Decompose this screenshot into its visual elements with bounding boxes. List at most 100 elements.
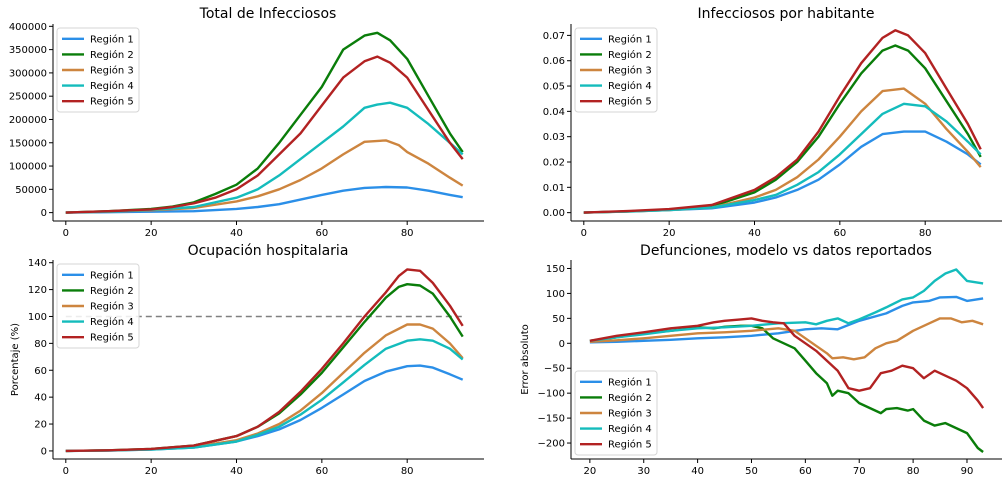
x-tick-label: 70 xyxy=(853,466,866,477)
y-tick-label: 50 xyxy=(552,314,565,325)
series-line xyxy=(65,268,464,453)
y-tick-label: 100000 xyxy=(9,162,47,173)
y-tick-label: 150 xyxy=(546,264,565,275)
y-tick-label: 0 xyxy=(41,446,47,457)
y-tick-label: 150000 xyxy=(9,138,47,149)
series-line xyxy=(65,139,464,214)
y-tick-label: 300000 xyxy=(9,68,47,79)
x-tick-label: 20 xyxy=(583,466,596,477)
x-tick-label: 0 xyxy=(63,228,69,239)
y-tick-label: 0.01 xyxy=(543,183,565,194)
y-tick-label: 400000 xyxy=(9,22,47,33)
y-tick-label: 350000 xyxy=(9,45,47,56)
legend-label: Región 3 xyxy=(90,301,134,313)
legend-box xyxy=(56,263,140,349)
series-line xyxy=(589,295,984,344)
y-tick-label: 120 xyxy=(28,285,47,296)
series-line xyxy=(583,102,982,214)
legend-label: Región 4 xyxy=(608,80,652,92)
series-line xyxy=(583,29,982,214)
legend-label: Región 5 xyxy=(90,96,134,108)
legend: Región 1 Región 2 Región 3 Región 4 Región 5 xyxy=(574,370,658,456)
legend-label: Región 5 xyxy=(608,96,652,108)
legend-box xyxy=(574,370,658,456)
y-tick-label: −200 xyxy=(538,439,565,450)
series-line xyxy=(589,317,985,409)
legend-label: Región 5 xyxy=(608,439,652,451)
chart-title: Defunciones, modelo vs datos reportados xyxy=(640,243,932,259)
chart-title: Infecciosos por habitante xyxy=(698,6,875,22)
y-tick-label: 0 xyxy=(41,208,47,219)
legend-label: Región 3 xyxy=(608,408,652,420)
series-line xyxy=(65,101,464,214)
y-tick-label: 60 xyxy=(34,366,47,377)
x-tick-label: 40 xyxy=(230,466,243,477)
legend-label: Región 1 xyxy=(90,33,134,45)
y-tick-label: −50 xyxy=(544,364,565,375)
legend-label: Región 2 xyxy=(90,49,134,61)
legend-label: Región 5 xyxy=(90,332,134,344)
y-axis-label: Porcentaje (%) xyxy=(10,323,21,396)
x-tick-label: 40 xyxy=(748,228,761,239)
legend-label: Región 2 xyxy=(608,49,652,61)
x-tick-label: 90 xyxy=(961,466,974,477)
x-tick-label: 40 xyxy=(230,228,243,239)
series-line xyxy=(589,317,984,361)
x-tick-label: 40 xyxy=(691,466,704,477)
y-axis-label: Error absoluto xyxy=(520,324,531,395)
x-tick-label: 20 xyxy=(145,466,158,477)
legend-label: Región 1 xyxy=(90,269,134,281)
x-tick-label: 80 xyxy=(401,228,414,239)
legend-label: Región 3 xyxy=(608,65,652,77)
y-tick-label: 20 xyxy=(34,420,47,431)
y-tick-label: 50000 xyxy=(15,185,47,196)
x-tick-label: 60 xyxy=(315,466,328,477)
y-tick-label: −100 xyxy=(538,389,565,400)
y-tick-label: 250000 xyxy=(9,92,47,103)
panel-total-infecciosos: Total de Infecciosos 0 20 40 60 80 0 50000 1000… xyxy=(9,6,484,239)
y-tick-label: 200000 xyxy=(9,115,47,126)
y-tick-label: 0.03 xyxy=(543,132,565,143)
series-line xyxy=(589,268,984,342)
legend-label: Región 1 xyxy=(608,33,652,45)
y-tick-label: 40 xyxy=(34,393,47,404)
y-tick-label: 140 xyxy=(28,258,47,269)
y-tick-label: 0.07 xyxy=(543,31,565,42)
legend-label: Región 4 xyxy=(608,423,652,435)
series-line xyxy=(65,338,464,453)
legend-label: Región 3 xyxy=(90,65,134,77)
x-tick-label: 60 xyxy=(799,466,812,477)
y-tick-label: 100 xyxy=(28,312,47,323)
x-tick-label: 0 xyxy=(581,228,587,239)
x-tick-label: 50 xyxy=(745,466,758,477)
legend-label: Región 2 xyxy=(608,392,652,404)
chart-title: Ocupación hospitalaria xyxy=(188,243,349,259)
x-tick-label: 30 xyxy=(637,466,650,477)
y-tick-label: 0.06 xyxy=(543,56,565,67)
y-tick-label: 0 xyxy=(559,339,565,350)
legend-box xyxy=(574,27,658,113)
x-tick-label: 20 xyxy=(145,228,158,239)
legend-label: Región 4 xyxy=(90,80,134,92)
x-tick-label: 80 xyxy=(919,228,932,239)
chart-title: Total de Infecciosos xyxy=(199,6,337,22)
y-tick-label: 80 xyxy=(34,339,47,350)
series-line xyxy=(65,55,464,214)
legend-label: Región 4 xyxy=(90,316,134,328)
legend: Región 1 Región 2 Región 3 Región 4 Región 5 xyxy=(56,27,140,113)
y-tick-label: 0.04 xyxy=(543,107,565,118)
y-tick-label: 0.05 xyxy=(543,82,565,93)
x-tick-label: 20 xyxy=(663,228,676,239)
x-tick-label: 80 xyxy=(401,466,414,477)
panel-ocupacion-hospitalaria: Ocupación hospitalaria Porcentaje (%) 0 2… xyxy=(10,243,484,477)
y-tick-label: −150 xyxy=(538,414,565,425)
y-tick-label: 100 xyxy=(546,289,565,300)
series-line xyxy=(65,185,463,214)
y-tick-label: 0.02 xyxy=(543,158,565,169)
legend-box xyxy=(56,27,140,113)
series-line xyxy=(65,364,464,453)
legend: Región 1 Región 2 Región 3 Región 4 Región 5 xyxy=(574,27,658,113)
legend-label: Región 2 xyxy=(90,285,134,297)
x-tick-label: 60 xyxy=(833,228,846,239)
